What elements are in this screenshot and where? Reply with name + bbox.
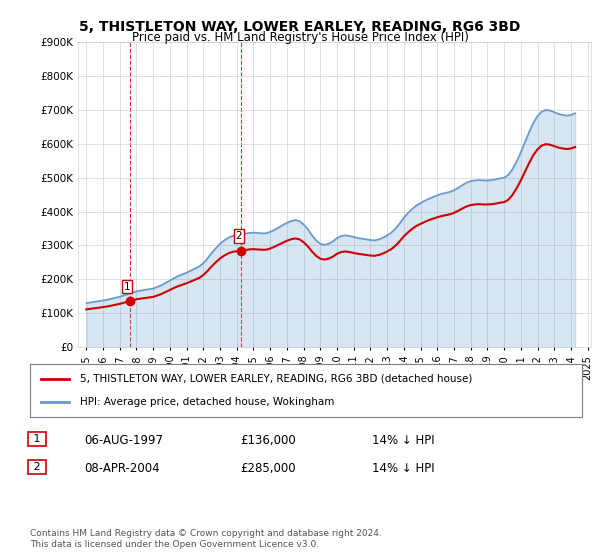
Text: 2: 2 bbox=[30, 462, 44, 472]
Text: 1: 1 bbox=[30, 434, 44, 444]
Text: 2: 2 bbox=[235, 231, 242, 241]
Text: 5, THISTLETON WAY, LOWER EARLEY, READING, RG6 3BD: 5, THISTLETON WAY, LOWER EARLEY, READING… bbox=[79, 20, 521, 34]
Text: Contains HM Land Registry data © Crown copyright and database right 2024.
This d: Contains HM Land Registry data © Crown c… bbox=[30, 529, 382, 549]
Text: £136,000: £136,000 bbox=[240, 434, 296, 447]
Text: Price paid vs. HM Land Registry's House Price Index (HPI): Price paid vs. HM Land Registry's House … bbox=[131, 31, 469, 44]
Text: HPI: Average price, detached house, Wokingham: HPI: Average price, detached house, Woki… bbox=[80, 397, 334, 407]
Text: £285,000: £285,000 bbox=[240, 462, 296, 475]
Text: 14% ↓ HPI: 14% ↓ HPI bbox=[372, 434, 434, 447]
Text: 08-APR-2004: 08-APR-2004 bbox=[84, 462, 160, 475]
Text: 5, THISTLETON WAY, LOWER EARLEY, READING, RG6 3BD (detached house): 5, THISTLETON WAY, LOWER EARLEY, READING… bbox=[80, 374, 472, 384]
Text: 06-AUG-1997: 06-AUG-1997 bbox=[84, 434, 163, 447]
Text: 1: 1 bbox=[124, 282, 131, 292]
Text: 14% ↓ HPI: 14% ↓ HPI bbox=[372, 462, 434, 475]
